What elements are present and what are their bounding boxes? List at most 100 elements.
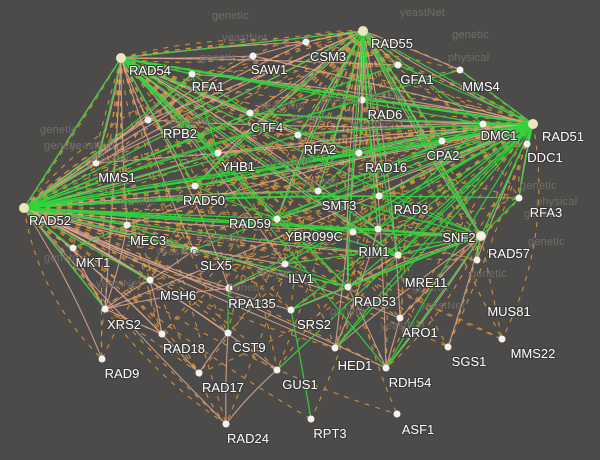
edge: [120, 57, 360, 154]
graph-node-gus1[interactable]: [273, 366, 281, 374]
edge: [23, 207, 449, 348]
graph-node-rad50[interactable]: [191, 182, 199, 190]
edge: [23, 207, 349, 288]
graph-node-rad6[interactable]: [358, 96, 366, 104]
graph-node-rad52[interactable]: [19, 203, 29, 213]
graph-node-rpt3[interactable]: [307, 415, 315, 423]
graph-node-ddc1[interactable]: [523, 140, 531, 148]
graph-node-rad18[interactable]: [158, 330, 166, 338]
graph-node-mre11[interactable]: [394, 251, 402, 259]
graph-node-mms1[interactable]: [92, 159, 100, 167]
edge: [358, 30, 364, 154]
edge: [347, 123, 534, 288]
graph-node-mkt1[interactable]: [69, 244, 77, 252]
graph-node-mms22[interactable]: [498, 335, 506, 343]
graph-node-mec3[interactable]: [123, 221, 131, 229]
graph-node-rad24[interactable]: [222, 420, 230, 428]
edge: [290, 235, 482, 311]
graph-node-slx5[interactable]: [190, 246, 198, 254]
edge: [225, 30, 364, 425]
edge: [100, 308, 106, 360]
graph-node-rad53[interactable]: [344, 283, 352, 291]
edge: [334, 123, 534, 349]
graph-node-ctf4[interactable]: [246, 109, 254, 117]
edge: [120, 57, 379, 230]
graph-node-rad51[interactable]: [528, 119, 538, 129]
graph-node-rdh54[interactable]: [382, 364, 390, 372]
edge: [23, 207, 482, 237]
graph-node-rad9[interactable]: [98, 355, 106, 363]
edge: [290, 30, 364, 311]
edge: [149, 249, 195, 281]
edge: [191, 73, 219, 154]
graph-node-rim1[interactable]: [374, 225, 382, 233]
graph-node-rfa1[interactable]: [188, 70, 196, 78]
edge: [23, 195, 520, 209]
graph-node-ybr099c[interactable]: [349, 228, 357, 236]
edge: [362, 30, 379, 230]
edge: [120, 57, 195, 251]
edge: [23, 207, 229, 334]
edge: [23, 207, 128, 226]
graph-node-cst9[interactable]: [224, 329, 232, 337]
graph-node-rad54[interactable]: [116, 53, 126, 63]
graph-node-xrs2[interactable]: [101, 305, 109, 313]
edge: [334, 30, 364, 349]
edge: [249, 30, 364, 114]
edge: [147, 119, 534, 136]
edge: [23, 112, 251, 209]
graph-node-gfa1[interactable]: [394, 61, 402, 69]
graph-node-ilv1[interactable]: [281, 260, 289, 268]
edge: [23, 190, 319, 209]
graph-node-smt3[interactable]: [314, 187, 322, 195]
edge: [120, 57, 230, 289]
edge: [23, 64, 399, 209]
graph-node-aro1[interactable]: [396, 314, 404, 322]
edge: [480, 123, 534, 237]
edge: [120, 57, 482, 237]
edge: [317, 190, 379, 230]
graph-node-saw1[interactable]: [249, 52, 257, 60]
edge: [284, 30, 364, 265]
edge: [385, 235, 482, 369]
graph-node-rad59[interactable]: [273, 215, 281, 223]
graph-node-rad57[interactable]: [477, 232, 485, 240]
edge: [225, 332, 229, 425]
edge: [193, 123, 534, 251]
edge: [120, 39, 307, 59]
graph-node-rfa3[interactable]: [515, 194, 523, 202]
edge: [290, 123, 534, 311]
graph-node-csm3[interactable]: [302, 38, 310, 46]
edge: [447, 123, 534, 348]
edge: [399, 235, 482, 319]
edge: [191, 30, 364, 75]
graph-node-msh6[interactable]: [146, 276, 154, 284]
edge: [23, 152, 360, 209]
edge: [276, 218, 349, 288]
edge: [23, 134, 299, 209]
edge: [385, 317, 401, 369]
graph-node-asf1[interactable]: [393, 410, 401, 418]
edge: [362, 30, 399, 256]
graph-node-hed1[interactable]: [331, 344, 339, 352]
graph-node-rpb2[interactable]: [144, 116, 152, 124]
edge: [362, 30, 534, 125]
graph-node-mms4[interactable]: [456, 66, 464, 74]
graph-node-rad17[interactable]: [195, 369, 203, 377]
graph-node-sgs1[interactable]: [444, 343, 452, 351]
graph-node-rad55[interactable]: [358, 26, 368, 36]
graph-node-rad16[interactable]: [355, 149, 363, 157]
graph-node-rpa135[interactable]: [225, 284, 233, 292]
graph-node-srs2[interactable]: [287, 306, 295, 314]
edge: [104, 308, 227, 425]
edge: [252, 55, 534, 125]
graph-node-dmc1[interactable]: [479, 120, 487, 128]
graph-node-rfa2[interactable]: [294, 131, 302, 139]
edge: [194, 185, 278, 220]
edge: [120, 30, 364, 59]
graph-node-cpa2[interactable]: [438, 137, 446, 145]
graph-node-mus81[interactable]: [473, 256, 481, 264]
graph-node-yhb1[interactable]: [214, 149, 222, 157]
graph-node-rad3[interactable]: [375, 192, 383, 200]
